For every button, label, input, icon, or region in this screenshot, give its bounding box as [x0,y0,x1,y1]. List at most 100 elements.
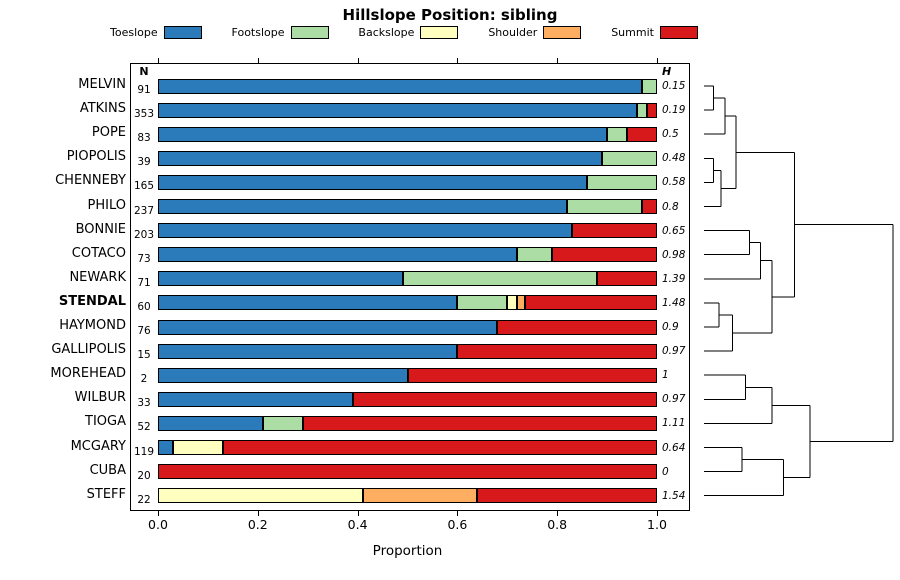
bar-segment [302,415,657,431]
n-value: 15 [137,349,151,362]
series-name-label: CUBA [89,462,126,478]
legend-label: Shoulder [488,26,538,39]
bar-segment [587,174,657,190]
bar-segment [552,247,657,263]
bar-segment [497,319,657,335]
n-value: 91 [137,84,151,96]
axis-tick-top [657,58,658,63]
bar-segment [477,488,657,504]
axis-tick-label: 0.6 [447,517,468,532]
h-value: 0.97 [662,393,686,406]
bar-segment [158,174,588,190]
chart-title: Hillslope Position: sibling [342,6,558,24]
axis-tick-label: 0.4 [347,517,368,532]
h-value: 0.8 [662,200,679,213]
series-name-label: BONNIE [75,221,126,237]
bar-segment [158,223,573,239]
axis-tick-top [557,58,559,63]
bar-segment [158,247,518,263]
axis-tick-bottom [457,511,459,516]
h-value: 1.39 [662,272,686,285]
series-name-label: NEWARK [69,269,126,285]
h-value: 0.64 [662,441,686,454]
bar-segment [158,415,263,431]
series-name-label: MCGARY [70,438,126,454]
legend-item: Shoulder [488,26,582,39]
x-axis-label: Proportion [372,543,443,559]
bar-segment [457,343,657,359]
series-name-label: ATKINS [79,101,126,117]
series-name-label: TIOGA [85,414,126,430]
h-value: 0.19 [662,104,686,117]
h-value: 0.65 [662,224,686,237]
series-name-label: POPE [91,125,126,141]
n-value: 22 [137,493,151,506]
bar-segment [158,367,408,383]
legend-item: Footslope [232,26,329,39]
legend-label: Footslope [231,26,285,39]
axis-tick-label: 0.8 [547,517,568,532]
legend: Toeslope Footslope Backslope Shoulder Summit [110,26,698,39]
series-name-label: CHENNEBY [55,173,126,189]
axis-tick-bottom [557,511,559,516]
legend-swatch [420,26,459,39]
bar-segment [352,391,657,407]
bar-segment [158,319,498,335]
bar-segment [158,126,608,142]
dendrogram [704,85,894,497]
legend-item: Summit [611,26,698,39]
h-value: 1.11 [662,417,686,430]
h-value: 0.58 [662,176,686,189]
bar-segment [262,415,303,431]
n-value: 203 [133,228,155,241]
bar-segment [158,78,643,94]
plot-frame [130,63,690,511]
bar-segment [362,488,478,504]
series-name-label: GALLIPOLIS [51,342,126,358]
series-name-label: PHILO [87,197,126,213]
bar-segment [507,295,518,311]
bar-segment [517,295,525,311]
bar-segment [524,295,657,311]
h-value: 0.5 [662,128,679,141]
axis-tick-label: 0.2 [247,517,268,532]
bar-segment [222,440,657,455]
axis-tick-top [357,58,359,63]
bar-segment [597,271,657,287]
bar-segment [158,343,458,359]
h-value: 0.15 [662,80,686,92]
legend-label: Backslope [358,26,415,39]
legend-swatch [163,26,202,39]
series-name-label: MOREHEAD [50,366,126,382]
h-value: 0 [662,465,669,478]
n-value: 76 [137,325,151,337]
bar-segment [158,102,638,118]
legend-item: Backslope [358,26,459,39]
n-value: 237 [133,204,155,217]
legend-swatch [290,26,329,39]
bar-segment [642,199,657,214]
n-value: 165 [133,180,155,193]
n-value: 39 [137,156,151,169]
n-value: 2 [140,373,148,386]
bar-segment [158,488,363,504]
bar-segment [602,150,657,166]
legend-label: Toeslope [110,26,158,39]
bar-segment [517,247,553,263]
h-value: 1.54 [662,489,686,502]
h-value: 1 [662,369,669,382]
bar-segment [567,199,643,214]
n-value: 60 [137,300,151,313]
series-name-label: PIOPOLIS [66,149,126,165]
series-name-label: WILBUR [74,390,126,406]
bar-segment [407,367,657,383]
h-value: 0.97 [662,345,686,358]
h-value: 0.9 [662,321,679,333]
axis-tick-top [158,58,159,63]
series-name-label: STEFF [86,486,126,502]
bar-segment [607,126,628,142]
bar-segment [158,391,353,407]
bar-segment [158,440,173,455]
series-name-label: COTACO [71,245,126,261]
legend-item: Toeslope [110,26,202,39]
